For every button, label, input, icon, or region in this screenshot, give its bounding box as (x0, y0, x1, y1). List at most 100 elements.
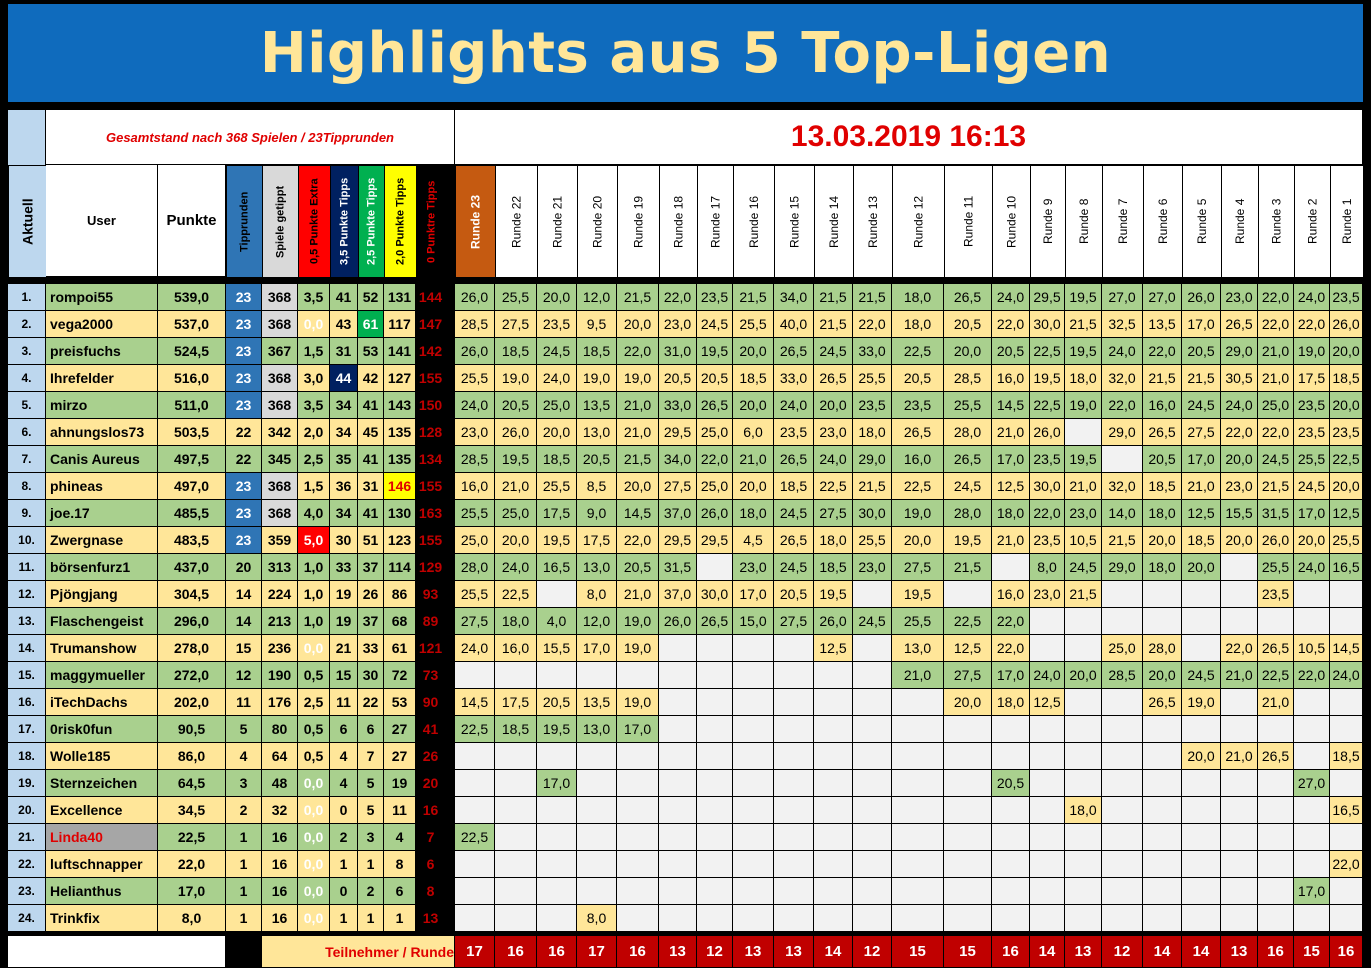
user-name: Zwergnase (46, 527, 158, 554)
round-score: 24,0 (455, 392, 495, 419)
p0: 20 (416, 770, 446, 797)
round-score: 34,0 (659, 446, 697, 473)
spiele-getippt: 368 (262, 473, 298, 500)
round-score (697, 878, 733, 905)
round-score: 26,5 (892, 419, 944, 446)
tipprunden: 1 (226, 905, 262, 932)
user-name: preisfuchs (46, 338, 158, 365)
p0: 13 (416, 905, 446, 932)
round-score: 24,0 (1294, 284, 1330, 311)
round-score (853, 581, 892, 608)
p35: 11 (330, 689, 358, 716)
user-name: mirzo (46, 392, 158, 419)
round-score (1330, 608, 1363, 635)
round-score: 8,0 (1030, 554, 1065, 581)
round-score (697, 635, 733, 662)
round-score: 31,5 (1258, 500, 1294, 527)
round-score: 25,0 (1258, 392, 1294, 419)
round-score: 24,0 (774, 392, 814, 419)
p05: 2,0 (298, 419, 330, 446)
round-score (892, 770, 944, 797)
p0: 6 (416, 851, 446, 878)
participants-count: 12 (1102, 936, 1143, 968)
tipprunden: 23 (226, 392, 262, 419)
p0-header: 0 Punktre Tipps (416, 165, 446, 277)
round-score (853, 635, 892, 662)
p35: 33 (330, 554, 358, 581)
round-score: 21,0 (617, 581, 659, 608)
round-score (577, 743, 617, 770)
participants-count: 16 (537, 936, 577, 968)
punkte: 17,0 (158, 878, 226, 905)
participants-count: 17 (455, 936, 495, 968)
participants-count: 14 (1143, 936, 1182, 968)
user-name: Linda40 (46, 824, 158, 851)
participants-count: 16 (617, 936, 659, 968)
round-score (617, 905, 659, 932)
round-score: 27,0 (1102, 284, 1143, 311)
round-score (992, 905, 1030, 932)
rank: 11. (8, 554, 46, 581)
round-score: 12,5 (992, 473, 1030, 500)
punkte: 90,5 (158, 716, 226, 743)
round-score (537, 662, 577, 689)
participants-count: 14 (814, 936, 853, 968)
round-score (1143, 608, 1182, 635)
round-score: 19,0 (1065, 392, 1102, 419)
round-score: 23,0 (455, 419, 495, 446)
p0: 150 (416, 392, 446, 419)
punkte: 304,5 (158, 581, 226, 608)
participants-count: 16 (495, 936, 537, 968)
round-score: 21,5 (853, 284, 892, 311)
participants-count: 15 (892, 936, 944, 968)
round-score (659, 635, 697, 662)
round-score (617, 743, 659, 770)
round-score: 22,0 (1143, 338, 1182, 365)
punkte: 64,5 (158, 770, 226, 797)
round-score (733, 824, 774, 851)
round-header: Runde 12 (892, 165, 944, 277)
round-score: 24,0 (537, 365, 577, 392)
p05: 0,0 (298, 905, 330, 932)
round-score: 20,0 (733, 338, 774, 365)
round-score (1258, 770, 1294, 797)
rank: 9. (8, 500, 46, 527)
round-score: 21,5 (617, 446, 659, 473)
p0: 89 (416, 608, 446, 635)
rank: 18. (8, 743, 46, 770)
round-score: 26,0 (1182, 284, 1221, 311)
p20: 19 (384, 770, 416, 797)
round-score (455, 743, 495, 770)
tipprunden: 11 (226, 689, 262, 716)
round-score: 26,5 (1221, 311, 1258, 338)
round-score: 9,0 (577, 500, 617, 527)
round-score: 17,0 (577, 635, 617, 662)
round-score (853, 662, 892, 689)
user-name: Canis Aureus (46, 446, 158, 473)
round-score: 28,0 (1143, 635, 1182, 662)
round-score (992, 716, 1030, 743)
punkte: 296,0 (158, 608, 226, 635)
round-score: 24,5 (1258, 446, 1294, 473)
user-name: luftschnapper (46, 851, 158, 878)
participants-count: 13 (733, 936, 774, 968)
user-header: User (46, 165, 158, 277)
round-score: 20,0 (944, 689, 992, 716)
round-score: 24,5 (774, 554, 814, 581)
spiele-getippt: 345 (262, 446, 298, 473)
round-score (853, 770, 892, 797)
round-score: 12,5 (1330, 500, 1363, 527)
round-score (944, 905, 992, 932)
round-score (944, 770, 992, 797)
round-score: 20,0 (1330, 473, 1363, 500)
round-score (455, 851, 495, 878)
p20: 27 (384, 716, 416, 743)
round-score (1330, 824, 1363, 851)
round-score: 24,5 (1182, 392, 1221, 419)
round-score: 22,0 (1258, 284, 1294, 311)
p25: 53 (358, 338, 384, 365)
user-name: Trinkfix (46, 905, 158, 932)
round-score (944, 824, 992, 851)
tipprunden: 22 (226, 419, 262, 446)
spiele-getippt: 16 (262, 878, 298, 905)
